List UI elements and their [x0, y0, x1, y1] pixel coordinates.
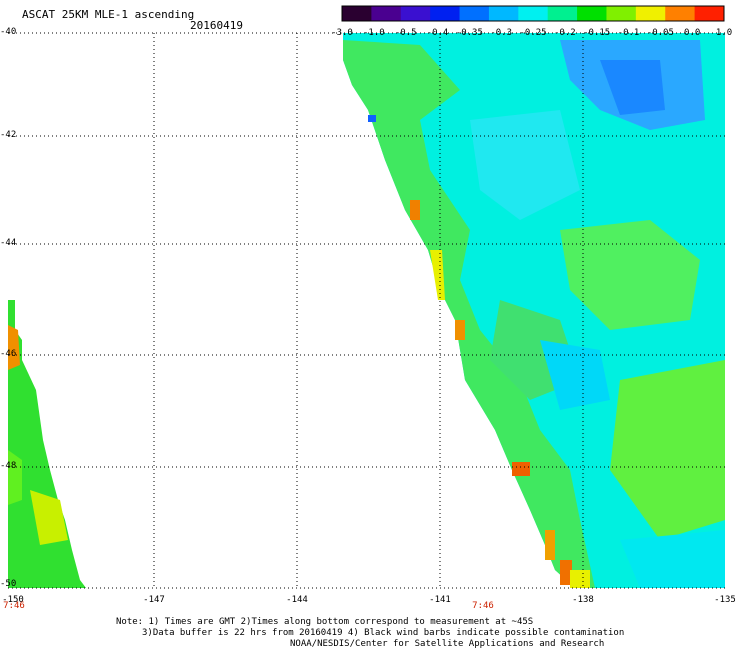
colorbar-label: -0.1 [617, 28, 640, 38]
colorbar-swatch [459, 6, 490, 21]
lat-label: -48 [0, 461, 17, 471]
colorbar [341, 5, 725, 22]
map-title: ASCAT 25KM MLE-1 ascending [22, 8, 195, 21]
colorbar-label: -3.0 [331, 28, 353, 38]
colorbar-swatch [518, 6, 549, 21]
colorbar-swatch [400, 6, 431, 21]
note-line-2: 3)Data buffer is 22 hrs from 20160419 4)… [142, 628, 625, 638]
colorbar-swatch [430, 6, 461, 21]
colorbar-swatch [694, 6, 725, 21]
colorbar-label: -0.15 [583, 28, 611, 38]
time-label: 7:46 [3, 601, 25, 611]
colorbar-label: -0.3 [490, 28, 512, 38]
colorbar-border [341, 5, 725, 22]
left-swath [8, 300, 86, 588]
colorbar-swatch [665, 6, 696, 21]
colorbar-label: 0.0 [684, 28, 701, 38]
note-line-1: Note: 1) Times are GMT 2)Times along bot… [116, 617, 534, 627]
lon-label: -141 [429, 595, 451, 605]
grid-lines [8, 32, 725, 589]
colorbar-label: -0.4 [426, 28, 449, 38]
time-label: 7:46 [472, 601, 494, 611]
colorbar-label: 1.0 [715, 28, 733, 38]
colorbar-label: -0.25 [519, 28, 547, 38]
note-line-3: NOAA/NESDIS/Center for Satellite Applica… [290, 639, 605, 649]
lat-label: -44 [0, 238, 17, 248]
lon-label: -144 [286, 595, 308, 605]
colorbar-swatch [547, 6, 578, 21]
map-date: 20160419 [190, 19, 243, 32]
lat-label: -46 [0, 349, 17, 359]
lat-label: -42 [0, 130, 17, 140]
lon-label: -138 [572, 595, 594, 605]
colorbar-swatch [606, 6, 637, 21]
colorbar-swatch [342, 6, 372, 21]
colorbar-swatch [577, 6, 607, 21]
right-swath [343, 33, 725, 588]
colorbar-label: -0.35 [455, 28, 483, 38]
colorbar-swatch [488, 6, 519, 21]
colorbar-label: -0.2 [553, 28, 576, 38]
lat-label: -50 [0, 579, 17, 589]
colorbar-label: -1.0 [362, 28, 385, 38]
lon-label: -150 [2, 595, 24, 605]
colorbar-label: -0.05 [646, 28, 674, 38]
lon-label: -135 [714, 595, 736, 605]
colorbar-swatch [635, 6, 666, 21]
colorbar-label: -0.5 [394, 28, 417, 38]
lon-label: -147 [143, 595, 165, 605]
colorbar-swatch [371, 6, 402, 21]
lat-label: -40 [0, 27, 17, 37]
